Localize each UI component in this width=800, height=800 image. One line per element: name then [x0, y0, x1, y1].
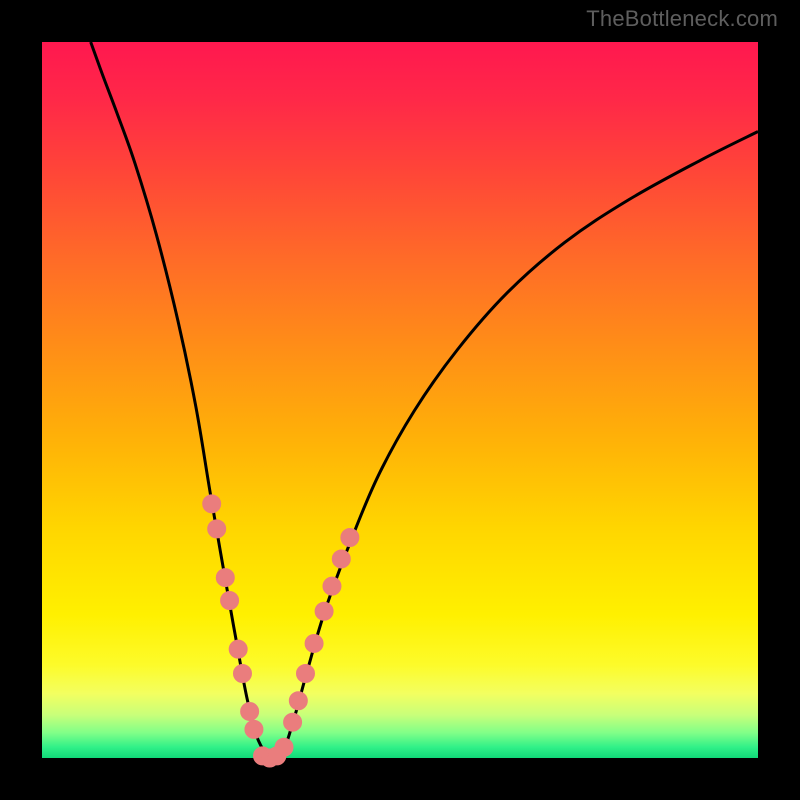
watermark-text: TheBottleneck.com	[586, 6, 778, 32]
data-marker	[323, 577, 341, 595]
chart-container: TheBottleneck.com	[0, 0, 800, 800]
data-marker	[315, 602, 333, 620]
data-marker	[245, 720, 263, 738]
plot-area	[42, 42, 758, 758]
data-marker	[241, 702, 259, 720]
data-marker	[284, 713, 302, 731]
data-marker	[203, 495, 221, 513]
data-marker	[216, 569, 234, 587]
data-marker	[229, 640, 247, 658]
data-marker	[208, 520, 226, 538]
data-marker	[233, 665, 251, 683]
data-marker	[305, 634, 323, 652]
data-marker	[275, 738, 293, 756]
data-marker	[332, 550, 350, 568]
data-marker	[341, 528, 359, 546]
valley-chart	[0, 0, 800, 800]
data-marker	[296, 665, 314, 683]
data-marker	[289, 692, 307, 710]
data-marker	[221, 591, 239, 609]
